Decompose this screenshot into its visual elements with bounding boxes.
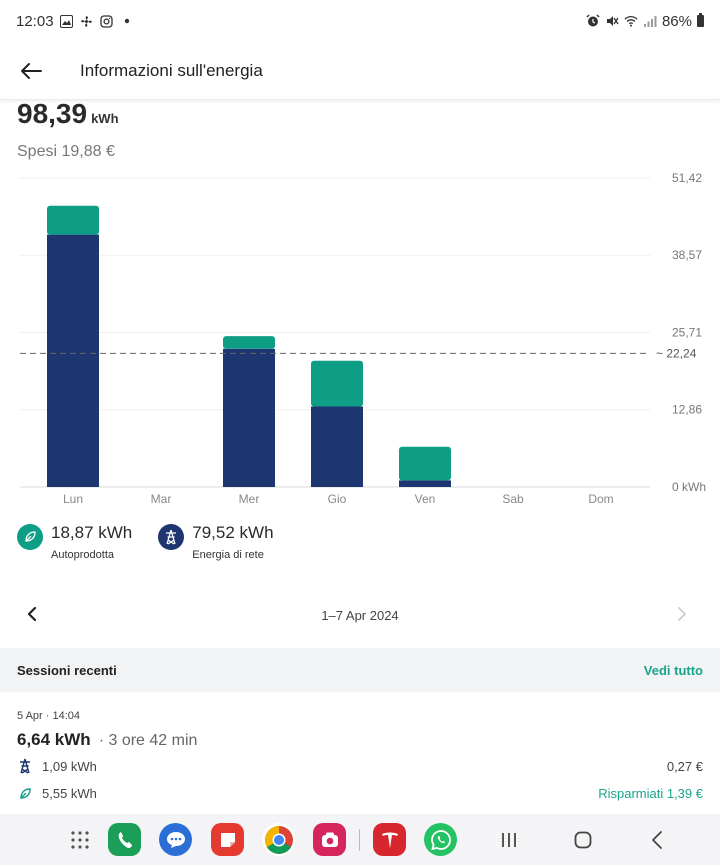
x-tick-label: Dom xyxy=(588,492,613,506)
alarm-icon xyxy=(586,14,600,28)
next-period-button[interactable] xyxy=(670,602,694,626)
page-title: Informazioni sull'energia xyxy=(80,60,263,80)
legend-item-grid: 79,52 kWh Energia di rete xyxy=(158,523,274,561)
app-bar: Informazioni sull'energia xyxy=(0,42,720,100)
back-button[interactable] xyxy=(20,47,72,95)
navbar-divider xyxy=(359,829,360,851)
instagram-notification-icon xyxy=(100,14,114,28)
sessions-header: Sessioni recenti Vedi tutto xyxy=(0,648,720,692)
bar-grid xyxy=(399,480,451,487)
legend-value-grid: 79,52 kWh xyxy=(192,523,274,542)
chrome-app-icon[interactable] xyxy=(262,823,295,856)
arrow-left-icon xyxy=(21,62,42,79)
x-tick-label: Mer xyxy=(239,492,260,506)
whatsapp-app-icon[interactable] xyxy=(424,823,457,856)
y-tick-label: 38,57 xyxy=(672,248,702,262)
energy-cost: Spesi 19,88 € xyxy=(17,143,115,160)
chevron-right-icon xyxy=(678,607,686,621)
mute-icon xyxy=(605,14,619,28)
camera-app-icon[interactable] xyxy=(313,823,346,856)
status-time: 12:03 xyxy=(16,12,54,30)
y-tick-label: 25,71 xyxy=(672,326,702,340)
chevron-left-icon xyxy=(27,606,37,622)
pylon-icon xyxy=(17,758,33,774)
tesla-app-icon[interactable] xyxy=(373,823,406,856)
session-duration: · 3 ore 42 min xyxy=(98,732,198,749)
see-all-link[interactable]: Vedi tutto xyxy=(643,662,703,678)
session-date: 5 Apr · 14:04 xyxy=(17,710,80,722)
session-solar-line: 5,55 kWh Risparmiati 1,39 € xyxy=(17,786,703,801)
bar-grid xyxy=(311,406,363,487)
previous-period-button[interactable] xyxy=(20,602,44,626)
y-tick-label: 51,42 xyxy=(672,171,702,185)
home-button[interactable] xyxy=(569,826,597,854)
fan-notification-icon xyxy=(80,14,94,28)
notes-app-icon[interactable] xyxy=(211,823,244,856)
recents-button[interactable] xyxy=(496,826,522,854)
status-bar: 12:03 86% xyxy=(0,0,720,42)
home-icon xyxy=(574,831,592,849)
legend-item-solar: 18,87 kWh Autoprodotta xyxy=(17,523,132,561)
y-tick-label: 12,86 xyxy=(672,403,702,417)
energy-bar-chart: 0 kWh 12,86 25,71 38,57 51,42 Lun Mar Mer Gio Ven… xyxy=(20,171,706,506)
recents-icon xyxy=(502,833,516,847)
x-tick-label: Sab xyxy=(502,492,524,506)
signal-icon xyxy=(643,14,657,28)
legend-label-grid: Energia di rete xyxy=(192,549,264,561)
nav-back-button[interactable] xyxy=(645,826,669,854)
bar-solar xyxy=(47,205,99,235)
session-grid-line: 1,09 kWh 0,27 € xyxy=(17,758,703,774)
wifi-icon xyxy=(624,14,638,28)
leaf-icon xyxy=(17,524,43,550)
bar-solar xyxy=(223,336,275,349)
session-grid-energy: 1,09 kWh xyxy=(42,758,97,774)
x-tick-label: Gio xyxy=(328,492,347,506)
x-tick-label: Mar xyxy=(151,492,172,506)
battery-icon xyxy=(697,13,704,27)
more-notifications-dot-icon xyxy=(120,14,134,28)
bar-solar xyxy=(311,360,363,407)
energy-total-value: 98,39 xyxy=(17,98,88,129)
gallery-notification-icon xyxy=(60,14,74,28)
messages-app-icon[interactable] xyxy=(159,823,192,856)
session-solar-saving: Risparmiati 1,39 € xyxy=(598,786,703,801)
period-label: 1–7 Apr 2024 xyxy=(321,607,399,623)
apps-grid-icon[interactable] xyxy=(63,823,97,856)
y-tick-label: 0 kWh xyxy=(672,480,706,494)
pylon-icon xyxy=(158,524,185,550)
period-navigator: 1–7 Apr 2024 xyxy=(0,596,720,634)
bar-solar xyxy=(399,446,451,481)
battery-level: 86% xyxy=(661,12,692,30)
energy-total: 98,39 kWh xyxy=(17,98,119,130)
x-tick-label: Lun xyxy=(63,492,83,506)
back-icon xyxy=(652,831,662,849)
chart-legend: 18,87 kWh Autoprodotta 79,52 kWh Energia… xyxy=(17,523,274,561)
session-solar-energy: 5,55 kWh xyxy=(42,786,97,801)
session-item[interactable]: 5 Apr · 14:04 6,64 kWh · 3 ore 42 min 1,… xyxy=(0,692,720,814)
session-grid-cost: 0,27 € xyxy=(666,758,703,774)
x-tick-label: Ven xyxy=(415,492,436,506)
sessions-title: Sessioni recenti xyxy=(17,662,117,678)
phone-app-icon[interactable] xyxy=(108,823,141,856)
bar-grid xyxy=(47,234,99,487)
leaf-icon xyxy=(17,787,33,801)
bar-grid xyxy=(223,348,275,487)
energy-total-unit: kWh xyxy=(91,111,119,126)
session-energy: 6,64 kWh xyxy=(17,730,91,749)
legend-value-solar: 18,87 kWh xyxy=(51,523,133,542)
average-label: ~ 22,24 xyxy=(656,346,697,360)
system-navbar xyxy=(0,814,720,865)
legend-label-solar: Autoprodotta xyxy=(51,549,114,561)
